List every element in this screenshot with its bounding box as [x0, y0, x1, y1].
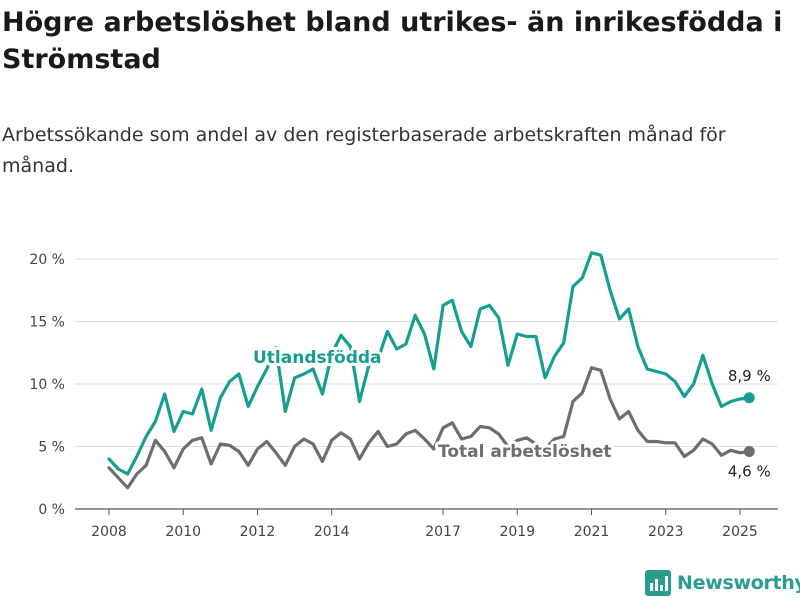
series-name-label: Utlandsfödda: [253, 348, 382, 368]
series-labels: 8,9 %4,6 %UtlandsföddaUtlandsföddaTotal …: [250, 345, 771, 481]
y-tick-label: 0 %: [38, 502, 65, 518]
grid-lines: [75, 258, 778, 510]
y-tick-label: 5 %: [38, 440, 65, 456]
x-tick-label: 2017: [425, 524, 461, 540]
series-name-label: Total arbetslöshet: [438, 442, 612, 462]
x-tick-label: 2014: [314, 524, 350, 540]
series-end-label: 4,6 %: [728, 463, 771, 481]
series-lines: [107, 251, 755, 490]
y-tick-label: 20 %: [29, 252, 65, 268]
series-end-marker: [743, 392, 755, 404]
series-name-halo: Utlandsfödda: [253, 348, 382, 368]
x-tick-label: 2012: [240, 524, 276, 540]
x-tick-label: 2023: [648, 524, 684, 540]
x-tick-label: 2019: [499, 524, 535, 540]
y-tick-label: 10 %: [29, 377, 65, 393]
y-tick-label: 15 %: [29, 315, 65, 331]
series-end-marker: [743, 446, 755, 457]
x-tick-label: 2010: [165, 524, 201, 540]
axes: 0 % 5 % 10 % 15 % 20 % 2008 2010 2012 2014 2017 20…: [29, 252, 757, 540]
series-end-label: 8,9 %: [728, 367, 771, 385]
bar-chart-icon: [645, 570, 671, 596]
x-tick-label: 2008: [91, 524, 127, 540]
x-tick-label: 2021: [574, 524, 610, 540]
series-line-utlandsfodda: [107, 251, 751, 476]
x-tick-label: 2025: [722, 524, 758, 540]
chart-subtitle: Arbetssökande som andel av den registerb…: [2, 124, 726, 177]
chart-title: Högre arbetslöshet bland utrikes- än inr…: [2, 7, 783, 75]
series-name-halo: Total arbetslöshet: [438, 442, 612, 462]
series-line-total: [107, 366, 751, 490]
newsworthy-logo: Newsworthy: [645, 570, 800, 596]
brand-name: Newsworthy: [677, 572, 800, 594]
